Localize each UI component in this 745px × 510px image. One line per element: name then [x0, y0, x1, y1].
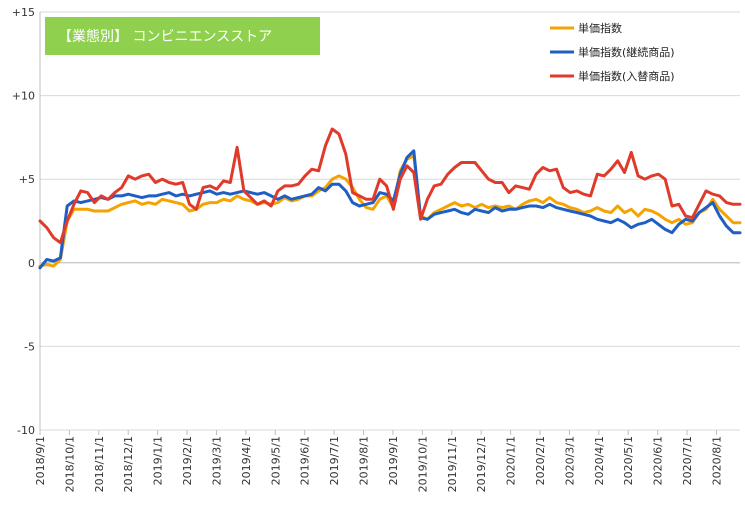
x-tick-label: 2019/2/1: [181, 436, 194, 485]
x-tick-label: 2018/11/1: [93, 436, 106, 492]
x-tick-label: 2020/4/1: [593, 436, 606, 485]
x-tick-label: 2020/6/1: [652, 436, 665, 485]
x-tick-label: 2019/10/1: [416, 436, 429, 492]
x-tick-label: 2019/7/1: [328, 436, 341, 485]
x-tick-label: 2020/8/1: [710, 436, 723, 485]
legend-label-2: 単価指数(入替商品): [578, 69, 675, 83]
x-tick-label: 2020/7/1: [681, 436, 694, 485]
x-tick-label: 2019/12/1: [475, 436, 488, 492]
legend-label-1: 単価指数(継続商品): [578, 45, 675, 59]
chart-title: 【業態別】 コンビニエンスストア: [58, 29, 272, 45]
y-tick-label: -5: [24, 340, 35, 353]
x-tick-label: 2019/8/1: [358, 436, 371, 485]
x-tick-label: 2020/3/1: [563, 436, 576, 485]
x-tick-label: 2020/5/1: [622, 436, 635, 485]
x-tick-label: 2018/12/1: [122, 436, 135, 492]
x-tick-label: 2019/5/1: [269, 436, 282, 485]
x-axis: 2018/9/1 2018/10/1 2018/11/1 2018/12/1 2019/…: [34, 262, 740, 492]
y-tick-label: +15: [12, 6, 35, 19]
x-tick-label: 2018/10/1: [63, 436, 76, 492]
y-tick-label: -10: [17, 424, 35, 437]
chart-title-box: 【業態別】 コンビニエンスストア: [45, 17, 320, 55]
x-tick-label: 2019/9/1: [387, 436, 400, 485]
legend-label-0: 単価指数: [578, 21, 622, 35]
y-axis: +15 +10 +5 0 -5 -10: [12, 6, 41, 437]
y-tick-label: +5: [19, 173, 35, 186]
series-lines: [38, 127, 742, 270]
x-tick-label: 2020/2/1: [534, 436, 547, 485]
chart-title-background: [45, 17, 320, 55]
y-tick-label: +10: [12, 90, 35, 103]
x-tick-label: 2019/4/1: [240, 436, 253, 485]
x-tick-label: 2019/3/1: [210, 436, 223, 485]
x-tick-label: 2019/6/1: [299, 436, 312, 485]
x-tick-label: 2019/11/1: [446, 436, 459, 492]
x-tick-label: 2019/1/1: [152, 436, 165, 485]
y-tick-label: 0: [28, 257, 35, 270]
x-tick-label: 2018/9/1: [34, 436, 47, 485]
x-tick-label: 2020/1/1: [505, 436, 518, 485]
series-line-0: [38, 154, 742, 268]
series-line-2: [38, 127, 742, 245]
